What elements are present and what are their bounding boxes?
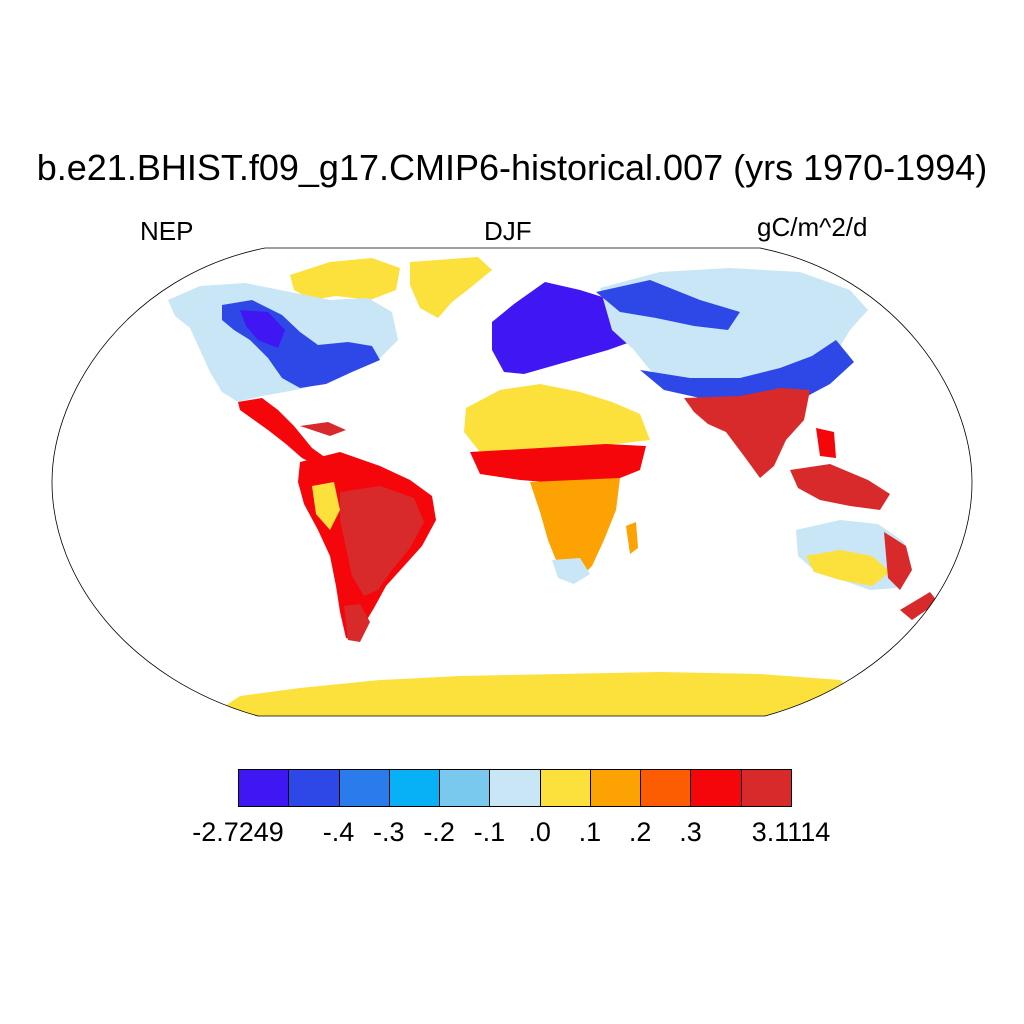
- region-asia-blue-north: [596, 280, 740, 330]
- region-southeast-asia: [790, 464, 890, 510]
- colorbar-label: .0: [528, 817, 551, 847]
- region-africa-red: [470, 444, 646, 484]
- region-australia-yellow: [806, 550, 890, 586]
- region-caribbean: [300, 422, 346, 436]
- region-africa-orange: [530, 478, 620, 582]
- region-new-zealand: [900, 592, 938, 620]
- colorbar-swatch: [740, 769, 792, 807]
- colorbar-swatch: [439, 769, 491, 807]
- colorbar-swatch: [539, 769, 591, 807]
- plot-title: b.e21.BHIST.f09_g17.CMIP6-historical.007…: [36, 147, 988, 188]
- colorbar-swatch: [238, 769, 290, 807]
- region-arctic-islands: [290, 258, 400, 300]
- units-label: gC/m^2/d: [757, 212, 868, 242]
- region-philippines: [816, 428, 836, 458]
- colorbar-label: -.3: [373, 817, 405, 847]
- region-africa-yellow: [464, 384, 650, 452]
- colorbar-label: 3.1114: [751, 817, 831, 847]
- map-outline: [51, 247, 973, 717]
- region-australia-red: [884, 532, 912, 590]
- region-southern-africa: [552, 558, 590, 584]
- colorbar-label: -.1: [473, 817, 506, 847]
- season-label: DJF: [484, 216, 532, 246]
- colorbar-swatch: [288, 769, 340, 807]
- region-south-asia: [684, 388, 810, 478]
- colorbar-label: -.4: [322, 817, 355, 847]
- region-asia-blue-south: [640, 340, 854, 404]
- variable-label: NEP: [140, 216, 194, 246]
- region-patagonia: [344, 604, 370, 642]
- colorbar-swatch: [489, 769, 541, 807]
- region-europe: [492, 282, 640, 374]
- colorbar-label: -2.7249: [192, 817, 284, 847]
- colorbar-swatch: [388, 769, 441, 807]
- colorbar-label: .2: [628, 817, 652, 847]
- region-greenland: [410, 257, 492, 318]
- colorbar-label: -.2: [423, 817, 455, 847]
- colorbar-label: .3: [679, 817, 702, 847]
- colorbar-label: .1: [578, 817, 602, 847]
- colorbar-swatch: [640, 769, 692, 807]
- colorbar-swatch: [338, 769, 390, 807]
- region-madagascar: [626, 522, 638, 554]
- colorbar-swatch: [690, 769, 742, 807]
- region-mexico: [238, 398, 326, 466]
- region-south-america-yellow: [312, 482, 340, 530]
- region-north-america-deep: [240, 310, 285, 348]
- region-south-america-dark: [340, 486, 424, 596]
- region-antarctica: [210, 672, 880, 716]
- colorbar-swatch: [589, 769, 642, 807]
